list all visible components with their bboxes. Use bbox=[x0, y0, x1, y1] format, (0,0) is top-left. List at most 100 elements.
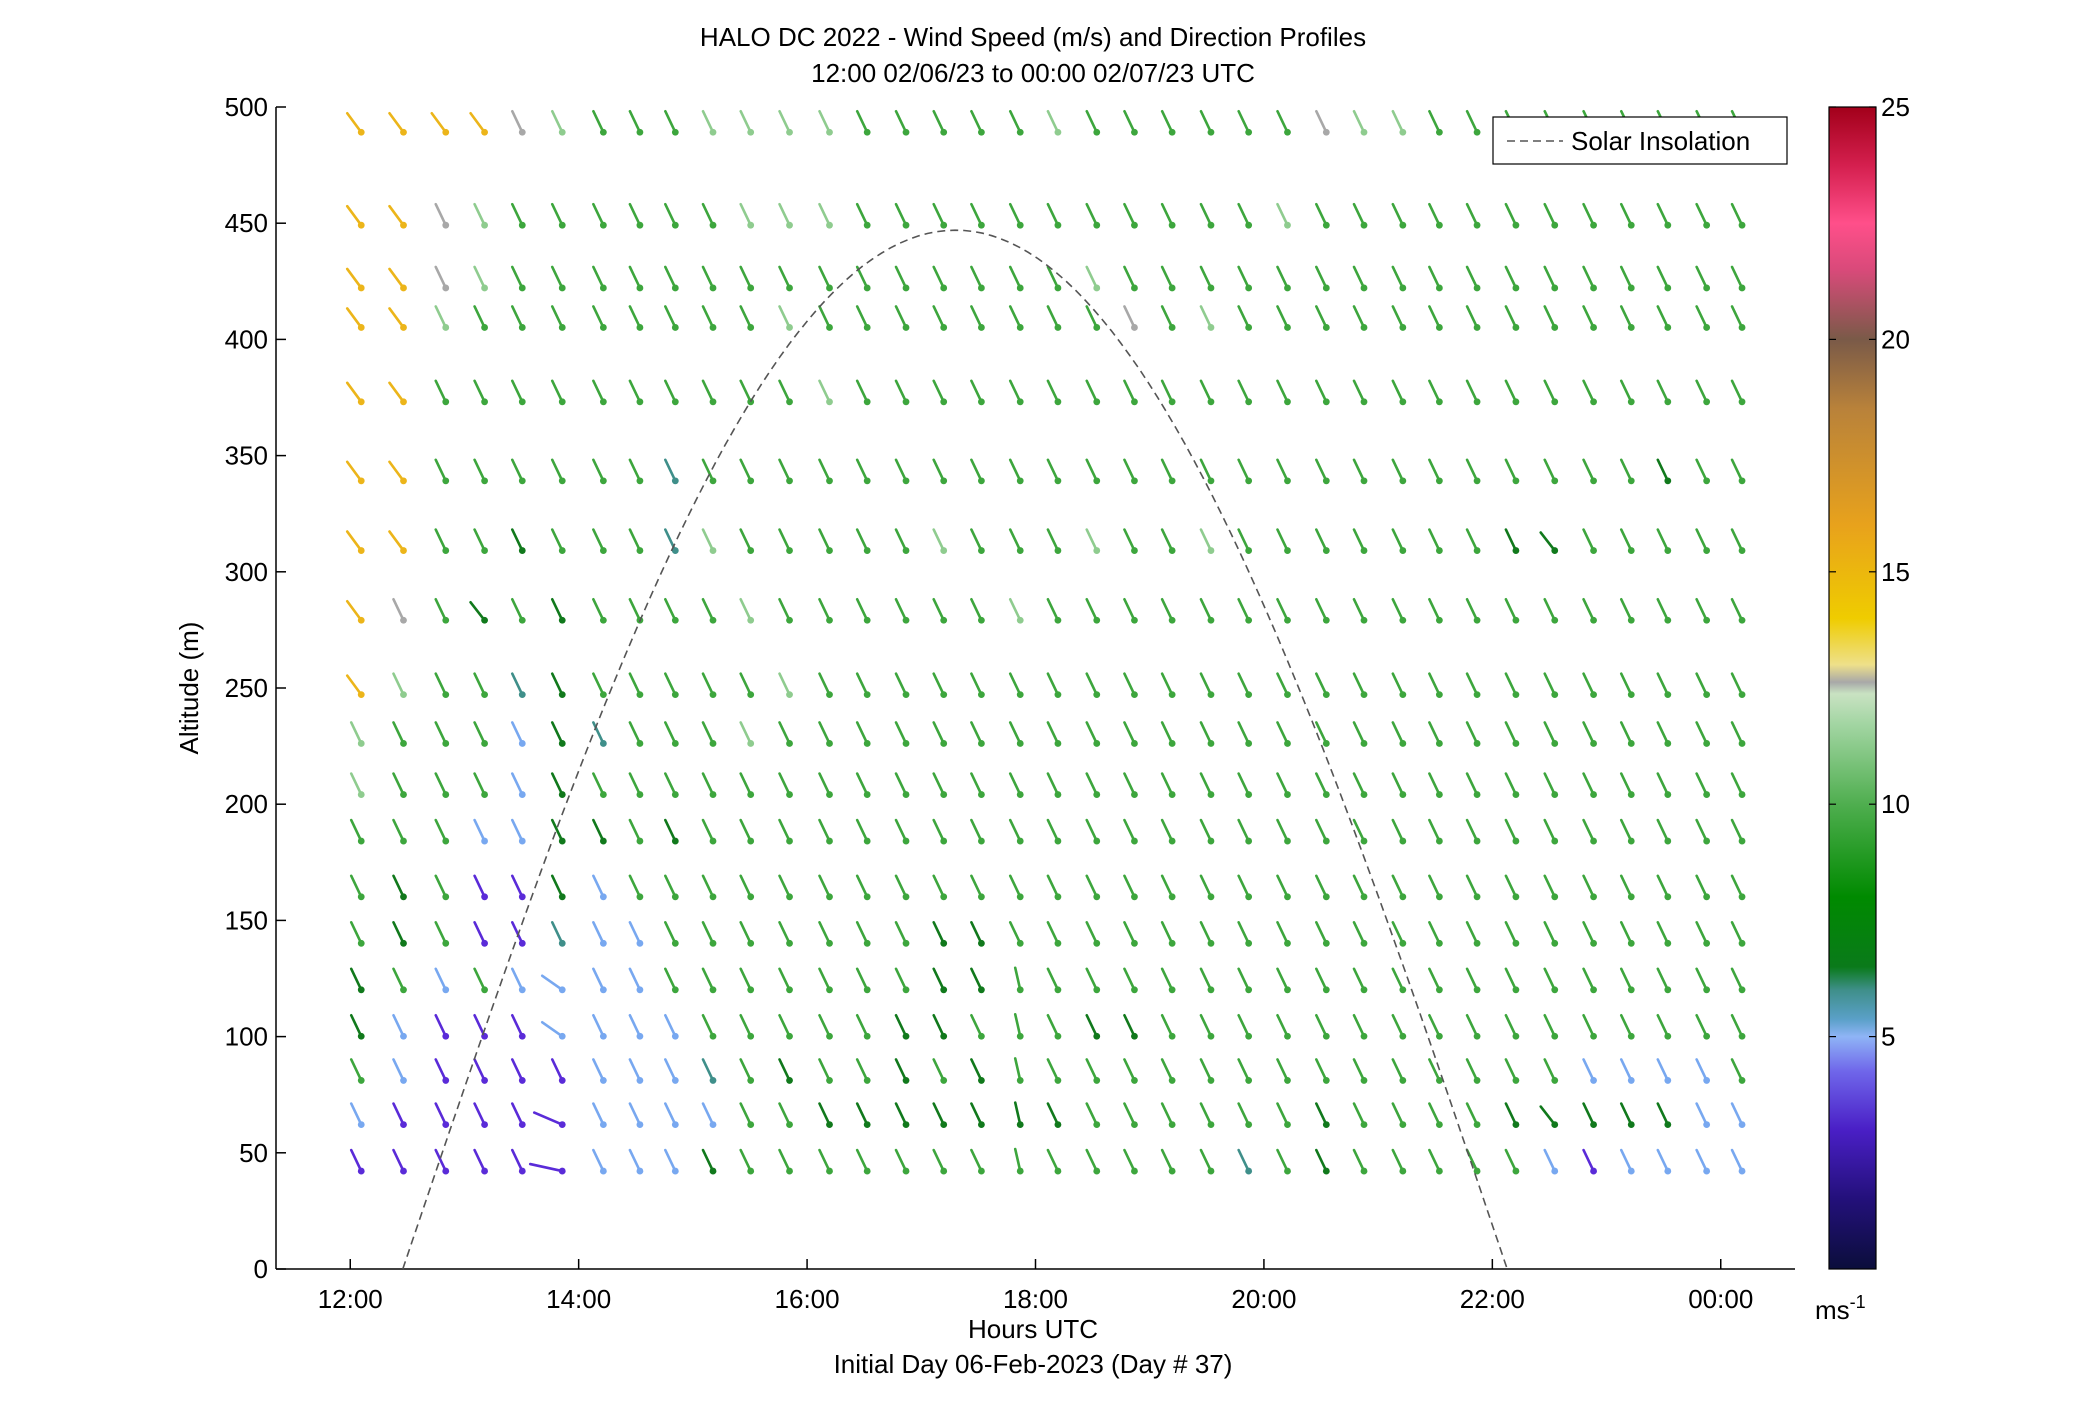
wind-barb bbox=[1352, 458, 1368, 485]
wind-barb-dot bbox=[1473, 791, 1481, 798]
wind-barb bbox=[1428, 202, 1443, 229]
wind-barb-shaft bbox=[1160, 772, 1174, 796]
wind-barb bbox=[1465, 1013, 1481, 1040]
wind-barb-dot bbox=[1054, 691, 1062, 699]
wind-barb-dot bbox=[1703, 284, 1711, 292]
wind-barb bbox=[1237, 721, 1253, 747]
wind-barb-dot bbox=[481, 221, 488, 229]
wind-barb-dot bbox=[357, 740, 365, 747]
wind-barb-dot bbox=[1738, 284, 1746, 292]
wind-barb-shaft bbox=[1619, 528, 1633, 552]
wind-barb bbox=[778, 458, 793, 485]
wind-barb bbox=[434, 967, 450, 994]
colorbar-tick-label: 20 bbox=[1881, 324, 1910, 354]
wind-barb-dot bbox=[1131, 691, 1138, 699]
wind-barb-dot bbox=[1131, 740, 1138, 747]
wind-barb-shaft bbox=[1695, 874, 1708, 899]
wind-barb-shaft bbox=[434, 1102, 448, 1126]
wind-barb-dot bbox=[1284, 128, 1291, 136]
wind-barb bbox=[701, 379, 717, 406]
wind-barb bbox=[1730, 458, 1746, 485]
wind-barb-shaft bbox=[855, 305, 869, 329]
wind-barb-dot bbox=[747, 691, 755, 699]
wind-barb bbox=[345, 674, 365, 699]
y-tick-label: 100 bbox=[225, 1022, 268, 1052]
wind-barb bbox=[1695, 305, 1711, 331]
wind-barb bbox=[818, 458, 833, 485]
wind-barb bbox=[1543, 721, 1559, 747]
x-tick-label: 16:00 bbox=[775, 1284, 840, 1314]
wind-barb bbox=[1352, 721, 1368, 747]
wind-barb-shaft bbox=[894, 921, 908, 945]
wind-barb-dot bbox=[940, 1032, 948, 1040]
wind-barb-dot bbox=[1360, 837, 1368, 845]
wind-barb-dot bbox=[1131, 128, 1138, 136]
wind-barb-shaft bbox=[855, 921, 869, 945]
wind-barb-shaft bbox=[392, 1148, 405, 1173]
wind-barb-shaft bbox=[510, 672, 524, 696]
wind-barb bbox=[510, 874, 526, 901]
wind-barb-dot bbox=[1168, 477, 1176, 485]
wind-barb-shaft bbox=[532, 1111, 564, 1126]
wind-barb-dot bbox=[599, 398, 607, 406]
wind-barb-dot bbox=[1245, 1167, 1253, 1175]
wind-barb-shaft bbox=[1352, 379, 1366, 404]
wind-barb-dot bbox=[1245, 939, 1253, 947]
wind-barb-dot bbox=[1738, 837, 1746, 845]
y-tick-label: 250 bbox=[225, 673, 268, 703]
wind-barb bbox=[1008, 672, 1024, 699]
wind-barb-dot bbox=[1360, 1077, 1368, 1084]
wind-barb-dot bbox=[1284, 893, 1291, 901]
wind-barb bbox=[739, 379, 755, 406]
wind-barb bbox=[1123, 967, 1138, 994]
wind-barb-shaft bbox=[469, 600, 486, 622]
wind-barb-dot bbox=[1551, 398, 1559, 406]
wind-barb-dot bbox=[1360, 547, 1368, 554]
wind-barb bbox=[739, 202, 755, 229]
wind-barb-dot bbox=[558, 616, 566, 624]
wind-barb-shaft bbox=[1656, 874, 1670, 899]
wind-barb-shaft bbox=[510, 967, 524, 992]
wind-barb bbox=[550, 772, 566, 798]
wind-barb-dot bbox=[442, 324, 450, 331]
wind-barb bbox=[510, 721, 526, 747]
wind-barb bbox=[664, 967, 679, 994]
wind-barb-dot bbox=[1551, 837, 1559, 845]
wind-barb-dot bbox=[1284, 398, 1291, 406]
wind-barb-dot bbox=[747, 1077, 755, 1084]
wind-barb bbox=[1199, 772, 1215, 798]
wind-barb-shaft bbox=[592, 379, 605, 404]
wind-barb-shaft bbox=[1085, 1058, 1099, 1082]
wind-barb-shaft bbox=[1315, 818, 1328, 843]
wind-barb bbox=[1730, 202, 1746, 229]
wind-barb bbox=[1695, 772, 1711, 798]
wind-barb bbox=[1160, 967, 1176, 994]
wind-barb-dot bbox=[558, 837, 566, 845]
wind-barb bbox=[1619, 265, 1635, 292]
wind-barb-shaft bbox=[1352, 1013, 1366, 1038]
x-tick-label: 12:00 bbox=[318, 1284, 383, 1314]
wind-barb bbox=[1465, 265, 1481, 292]
wind-barb bbox=[1352, 672, 1368, 699]
wind-barb bbox=[1315, 305, 1330, 331]
wind-barb bbox=[1504, 1058, 1520, 1084]
wind-barb-dot bbox=[709, 1077, 717, 1084]
wind-barb bbox=[739, 1102, 755, 1128]
wind-barb bbox=[1504, 597, 1520, 624]
wind-barb-dot bbox=[1016, 1032, 1024, 1040]
wind-barb-dot bbox=[1551, 477, 1559, 485]
wind-barb-shaft bbox=[1160, 305, 1174, 329]
wind-barb-shaft bbox=[1465, 202, 1479, 227]
x-axis-ticks: 12:00 14:00 16:00 18:00 20:00 22:00 00:00 bbox=[318, 1259, 1753, 1314]
wind-barb bbox=[1123, 458, 1138, 485]
wind-barb bbox=[894, 265, 910, 292]
wind-barb-dot bbox=[1590, 477, 1597, 485]
wind-barb-shaft bbox=[1582, 305, 1595, 329]
wind-barb-shaft bbox=[664, 967, 677, 992]
wind-barb-dot bbox=[1016, 477, 1024, 485]
x-axis-sublabel: Initial Day 06-Feb-2023 (Day # 37) bbox=[834, 1349, 1233, 1379]
wind-barb-dot bbox=[1284, 1077, 1291, 1084]
wind-barb-shaft bbox=[1465, 874, 1479, 899]
wind-barb-dot bbox=[1473, 740, 1481, 747]
wind-barb bbox=[1199, 1013, 1215, 1040]
